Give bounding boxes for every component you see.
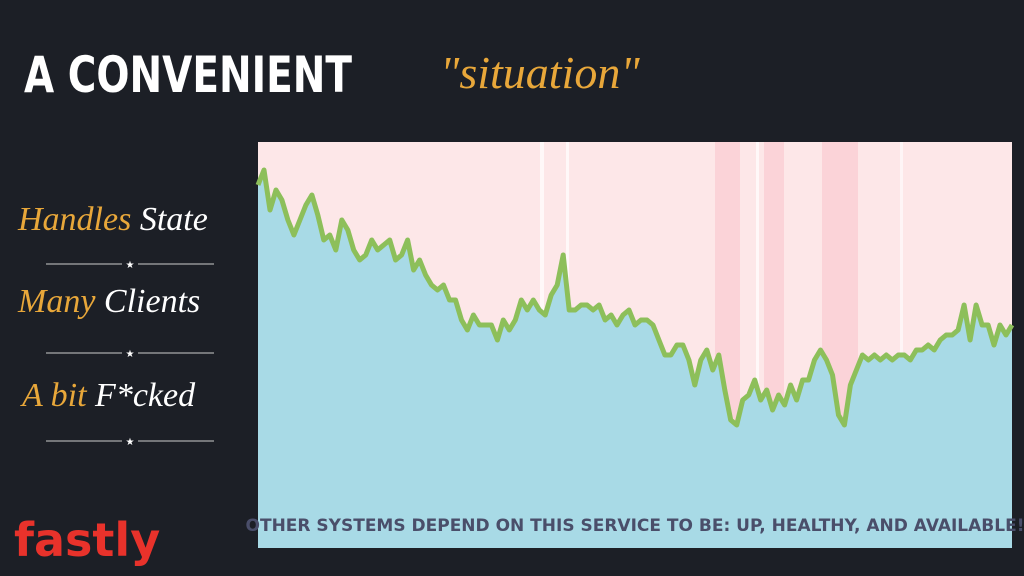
area: [258, 170, 1012, 548]
stripe: [756, 142, 759, 548]
logo: fastly: [14, 513, 160, 567]
item-accent: A bit: [20, 377, 88, 414]
item-accent: Many: [17, 283, 96, 320]
caption: OTHER SYSTEMS DEPEND ON THIS SERVICE TO …: [246, 516, 1024, 536]
item-text: F*cked: [94, 377, 196, 414]
title-main: A CONVENIENT: [24, 45, 352, 104]
item-list: Handles State ★ Many Clients ★ A bit F*c…: [17, 201, 214, 448]
item-text: State: [140, 201, 208, 238]
star: ★: [126, 260, 135, 271]
item-accent: Handles: [17, 201, 131, 238]
item: Many Clients: [17, 283, 200, 320]
item-text: Clients: [104, 283, 200, 320]
item: Handles State: [17, 201, 208, 238]
item: A bit F*cked: [20, 377, 196, 414]
title-accent: "situation": [440, 47, 640, 98]
star: ★: [126, 437, 135, 448]
star: ★: [126, 349, 135, 360]
stripe: [900, 142, 903, 548]
chart: OTHER SYSTEMS DEPEND ON THIS SERVICE TO …: [246, 142, 1024, 548]
area-line: [255, 167, 1015, 428]
